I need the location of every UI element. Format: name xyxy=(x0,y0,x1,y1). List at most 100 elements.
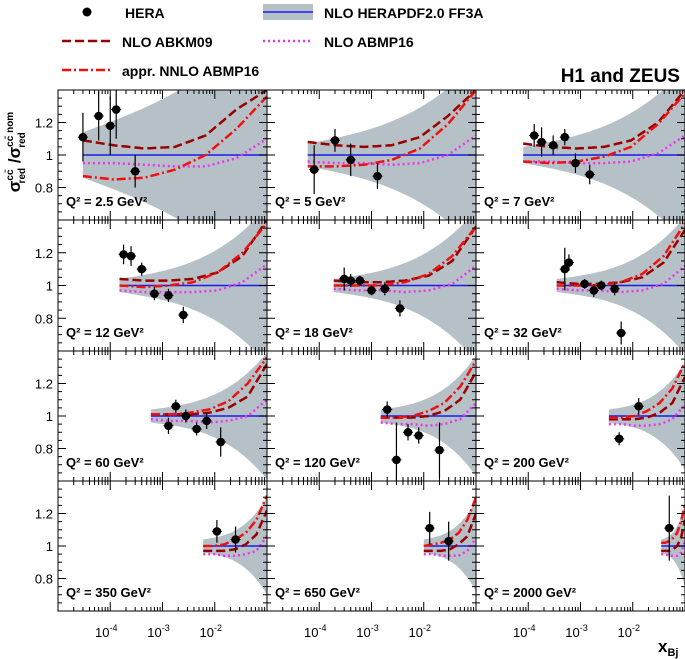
hera-point xyxy=(614,432,625,446)
abmp16-curve xyxy=(661,540,685,558)
hera-point xyxy=(309,145,320,194)
hera-point-marker xyxy=(105,121,115,131)
legend-hera-marker xyxy=(82,7,92,17)
hera-point xyxy=(536,127,547,157)
abkm09-curve xyxy=(119,220,267,282)
panel-q2-12: 0.8 1 1.2 Q² = 12 GeV² xyxy=(35,219,268,352)
hera-point xyxy=(211,520,222,543)
hera-point xyxy=(559,247,570,291)
y-tick-label: 0.8 xyxy=(35,311,53,326)
q2-label: Q² = 32 GeV² xyxy=(484,325,562,340)
hera-point xyxy=(170,399,181,413)
hera-point-marker xyxy=(330,136,340,145)
q2-label: Q² = 650 GeV² xyxy=(275,585,361,600)
hera-point-marker xyxy=(130,166,140,176)
hera-point-marker xyxy=(150,289,159,298)
abmp16-curve xyxy=(523,134,685,165)
abkm09-curve xyxy=(608,376,685,421)
hera-point xyxy=(329,129,340,152)
hera-point-marker xyxy=(664,523,674,533)
abmp16-curve xyxy=(423,537,476,558)
hera-point xyxy=(570,153,581,173)
legend-nnlo-label: appr. NNLO ABMP16 xyxy=(122,63,259,79)
legend-abmp16-label: NLO ABMP16 xyxy=(324,34,414,50)
q2-label: Q² = 5 GeV² xyxy=(275,194,346,209)
hera-point xyxy=(345,143,356,177)
hera-point-marker xyxy=(380,284,390,294)
y-tick-label: 1.2 xyxy=(35,507,53,522)
hera-point-marker xyxy=(560,132,570,142)
hera-point xyxy=(345,274,356,288)
q2-label: Q² = 120 GeV² xyxy=(275,455,361,470)
hera-point-marker xyxy=(111,105,121,114)
hera-point xyxy=(596,280,607,291)
hera-point-marker xyxy=(392,455,401,465)
hera-point-marker xyxy=(212,527,222,536)
hera-point xyxy=(559,129,570,146)
hera-point-marker xyxy=(537,137,546,147)
hera-point-marker xyxy=(395,304,405,313)
panel-q2-18: Q² = 18 GeV² xyxy=(266,219,477,352)
hera-point xyxy=(529,124,540,147)
hera-point xyxy=(163,417,174,434)
hera-point-marker xyxy=(414,431,423,440)
hera-point xyxy=(105,96,116,155)
hera-point-marker xyxy=(585,170,595,179)
abkm09-curve xyxy=(307,90,476,149)
hera-point-marker xyxy=(137,264,147,274)
panel-q2-650: Q² = 650 GeV² xyxy=(266,480,477,612)
hera-point xyxy=(379,282,390,296)
hera-point xyxy=(579,278,590,289)
panel-q2-60: 0.8 1 1.2 Q² = 60 GeV² xyxy=(35,350,268,482)
hera-point xyxy=(178,306,189,324)
hera-point-marker xyxy=(164,421,173,431)
hera-point xyxy=(191,422,202,436)
panel-q2-2000: Q² = 2000 GeV² xyxy=(475,480,685,612)
hera-point xyxy=(588,283,599,297)
svg-text:σcc̄red /σcc̄ nomred: σcc̄red /σcc̄ nomred xyxy=(4,112,28,193)
hera-point xyxy=(366,285,377,296)
nnlo-curve xyxy=(380,360,476,419)
nnlo-curve xyxy=(661,503,685,545)
hera-point xyxy=(130,155,141,188)
x-tick-label: 10-2 xyxy=(618,623,640,640)
panels: 0.8 1 1.2 Q² = 2.5 GeV² Q² = 5 GeV² Q² = 7 Ge… xyxy=(35,89,685,612)
hera-point xyxy=(382,401,393,418)
hera-point-marker xyxy=(616,328,626,338)
hera-point xyxy=(230,526,241,553)
hera-point-marker xyxy=(216,437,226,447)
abmp16-curve xyxy=(307,134,476,167)
panel-q2-32: Q² = 32 GeV² xyxy=(475,219,685,352)
hera-point xyxy=(215,427,226,457)
hera-point xyxy=(339,267,350,291)
hera-point-marker xyxy=(425,523,435,533)
legend: HERA NLO HERAPDF2.0 FF3A NLO ABKM09 NLO … xyxy=(62,4,483,79)
hera-point xyxy=(111,90,122,139)
y-tick-label: 1 xyxy=(46,148,53,163)
x-tick-label: 10-4 xyxy=(513,623,535,640)
hera-point-marker xyxy=(529,131,539,140)
y-axis-title: σcc̄red /σcc̄ nomred xyxy=(4,112,28,193)
hera-point xyxy=(354,275,365,286)
panel-q2-350: 0.8 1 1.2 Q² = 350 GeV² xyxy=(35,480,268,612)
x-tick-label: 10-4 xyxy=(95,623,117,640)
nnlo-curve xyxy=(82,95,267,181)
hera-point xyxy=(136,262,147,276)
hera-point-marker xyxy=(560,264,570,274)
hera-point xyxy=(443,521,454,561)
hera-point-marker xyxy=(634,401,644,411)
hera-point-marker xyxy=(580,279,589,289)
y-tick-label: 1.2 xyxy=(35,116,53,131)
hera-point xyxy=(149,287,160,301)
hera-point xyxy=(424,511,435,545)
abkm09-curve xyxy=(82,90,267,150)
q2-label: Q² = 2000 GeV² xyxy=(484,585,577,600)
hera-point xyxy=(434,422,445,478)
hera-point-marker xyxy=(596,281,606,290)
hera-point xyxy=(394,300,405,317)
legend-abkm09-label: NLO ABKM09 xyxy=(122,34,213,50)
abkm09-curve xyxy=(556,229,685,286)
collaboration-label: H1 and ZEUS xyxy=(561,66,680,87)
hera-point-marker xyxy=(178,310,188,320)
